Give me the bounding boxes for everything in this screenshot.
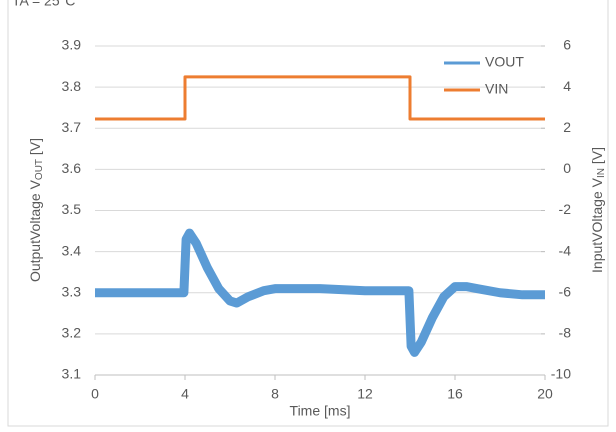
y-label-sub: OUT [34, 159, 45, 180]
y-axis-label: OutputVoltage VOUT [V] [27, 138, 45, 282]
y-tick-label: 3.3 [62, 283, 82, 299]
y-tick-label: 3.7 [62, 119, 82, 135]
chart-border [7, 0, 609, 427]
y2-tick-label: 6 [563, 37, 571, 53]
series-line [95, 228, 545, 357]
y-tick-label: 3.6 [62, 160, 82, 176]
y-tick-label: 3.1 [62, 366, 82, 382]
x-tick-label: 4 [181, 386, 189, 402]
y-tick-label: 3.4 [62, 242, 82, 258]
y2-tick-label: 0 [563, 160, 571, 176]
y2-tick-label: -6 [559, 283, 572, 299]
y2-tick-label: -8 [559, 325, 572, 341]
y2-axis-label: InputVOltage VIN [V] [589, 147, 607, 273]
y2-tick-label: -10 [551, 366, 571, 382]
x-tick-label: 12 [357, 386, 373, 402]
series-line [95, 75, 545, 121]
y-tick-label: 3.8 [62, 78, 82, 94]
y2-tick-label: 2 [563, 119, 571, 135]
y-tick-label: 3.9 [62, 37, 82, 53]
x-tick-label: 20 [537, 386, 553, 402]
x-tick-label: 8 [271, 386, 279, 402]
y-label-part: OutputVoltage V [27, 179, 43, 282]
x-tick-label: 0 [91, 386, 99, 402]
y-label-part: [V] [27, 138, 43, 159]
legend-label: VOUT [485, 54, 524, 70]
y-tick-label: 3.2 [62, 325, 82, 341]
y2-label-sub: IN [596, 168, 607, 178]
y2-label-part: [V] [589, 147, 605, 168]
legend-label: VIN [485, 81, 508, 97]
annotation: TA = 25°C [12, 0, 75, 9]
x-tick-label: 16 [447, 386, 463, 402]
y-tick-label: 3.5 [62, 201, 82, 217]
x-axis-label: Time [ms] [290, 403, 351, 419]
y2-tick-label: -2 [559, 201, 572, 217]
y2-label-part: InputVOltage V [589, 177, 605, 273]
y2-tick-label: -4 [559, 242, 572, 258]
y2-tick-label: 4 [563, 78, 571, 94]
